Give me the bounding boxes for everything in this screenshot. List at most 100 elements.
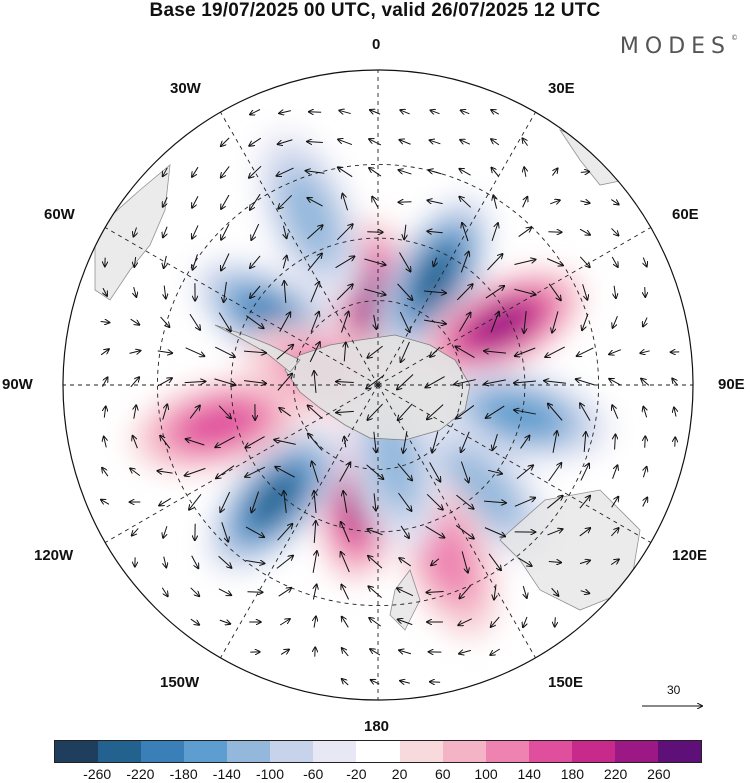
colorbar-ticks: -260 -220 -180 -140 -100 -60 -20 20 60 100 140 180 2… bbox=[0, 766, 750, 783]
wind-vector bbox=[157, 378, 172, 387]
wind-vector bbox=[279, 408, 291, 417]
wind-vector bbox=[399, 140, 411, 145]
wind-vector bbox=[218, 405, 231, 419]
wind-vector bbox=[643, 257, 646, 267]
wind-vector bbox=[579, 256, 590, 267]
wind-vector bbox=[614, 285, 616, 298]
wind-vector bbox=[458, 313, 470, 332]
wind-vector bbox=[279, 111, 291, 114]
map-title: Base 19/07/2025 00 UTC, valid 26/07/2025… bbox=[149, 0, 601, 21]
wind-vector bbox=[245, 561, 265, 564]
wind-vector bbox=[397, 463, 412, 481]
wind-vector bbox=[314, 521, 316, 544]
wind-vector bbox=[340, 312, 348, 333]
wind-vector bbox=[455, 525, 474, 538]
colorbar-segment bbox=[98, 741, 142, 762]
wind-vector bbox=[369, 139, 382, 146]
wind-vector bbox=[580, 201, 589, 203]
anomaly-contour bbox=[482, 394, 562, 437]
wind-vector bbox=[613, 315, 618, 328]
wind-vector bbox=[164, 285, 166, 299]
anomaly-contour bbox=[250, 473, 300, 526]
wind-vector bbox=[460, 140, 471, 145]
wind-vector bbox=[643, 317, 647, 327]
wind-vector bbox=[460, 252, 468, 273]
wind-vector bbox=[493, 195, 496, 209]
wind-vector bbox=[555, 617, 556, 626]
lon-label-60e: 60E bbox=[672, 206, 699, 223]
wind-vector bbox=[220, 491, 231, 512]
wind-vector bbox=[219, 620, 230, 624]
wind-vector bbox=[582, 313, 589, 330]
wind-vector bbox=[397, 283, 413, 300]
wind-vector bbox=[251, 223, 260, 240]
wind-vector bbox=[279, 312, 291, 332]
wind-vector bbox=[284, 491, 287, 513]
wind-vector bbox=[426, 592, 444, 593]
wind-vector bbox=[215, 436, 235, 447]
anomaly-center bbox=[416, 268, 587, 382]
anomaly-contour bbox=[179, 402, 259, 447]
wind-vector bbox=[132, 528, 139, 535]
wind-vector bbox=[221, 166, 230, 177]
colorbar-tick-label: -180 bbox=[169, 766, 198, 782]
wind-vector bbox=[580, 464, 589, 481]
wind-vector bbox=[245, 436, 265, 448]
wind-vector bbox=[397, 374, 414, 390]
wind-vector bbox=[579, 496, 590, 509]
wind-vector bbox=[461, 431, 470, 452]
wind-vector bbox=[134, 257, 135, 267]
wind-vector bbox=[372, 197, 379, 208]
wind-vector bbox=[218, 555, 232, 568]
colorbar bbox=[54, 740, 702, 763]
wind-vector bbox=[518, 227, 532, 237]
wind-vector bbox=[338, 167, 353, 178]
wind-vector bbox=[515, 347, 536, 356]
wind-vector bbox=[344, 437, 346, 448]
colorbar-segment bbox=[442, 741, 486, 762]
wind-vector bbox=[163, 226, 168, 238]
wind-vector bbox=[514, 288, 535, 294]
wind-vector bbox=[160, 436, 171, 449]
wind-vector bbox=[250, 255, 261, 268]
lon-label-150e: 150E bbox=[548, 674, 584, 691]
wind-vector bbox=[580, 403, 591, 421]
wind-vector bbox=[546, 258, 563, 266]
wind-vector bbox=[342, 194, 349, 211]
wind-vector bbox=[432, 431, 439, 452]
latitude-circle bbox=[156, 163, 600, 607]
wind-vector bbox=[458, 618, 472, 625]
wind-vector bbox=[189, 406, 200, 419]
wind-vector bbox=[218, 588, 231, 595]
wind-vector bbox=[278, 194, 293, 208]
wind-vector bbox=[369, 618, 382, 627]
wind-vector bbox=[483, 501, 506, 503]
wind-vector bbox=[674, 408, 676, 417]
wind-vector bbox=[514, 498, 535, 507]
wind-vector bbox=[584, 432, 586, 452]
wind-vector bbox=[456, 494, 473, 509]
wind-vector bbox=[190, 587, 200, 596]
wind-vector bbox=[134, 227, 137, 237]
wind-vector bbox=[185, 467, 206, 475]
wind-vector bbox=[486, 405, 505, 418]
wind-vector bbox=[430, 140, 441, 144]
wind-vector bbox=[344, 343, 345, 362]
wind-vector bbox=[247, 592, 262, 593]
wind-vector bbox=[611, 199, 618, 205]
wind-vector bbox=[645, 287, 646, 297]
wind-vector bbox=[130, 468, 141, 477]
wind-vector bbox=[250, 193, 261, 210]
wind-vector bbox=[221, 224, 230, 240]
wind-vector bbox=[275, 467, 295, 478]
wind-vector bbox=[192, 225, 199, 238]
wind-vector bbox=[552, 431, 557, 453]
wind-vector bbox=[279, 619, 290, 626]
wind-vector bbox=[609, 379, 622, 386]
wind-vector bbox=[460, 461, 468, 483]
wind-vector bbox=[545, 346, 565, 357]
wind-vector bbox=[214, 378, 235, 385]
wind-vector bbox=[401, 341, 410, 362]
wind-vector bbox=[134, 405, 136, 419]
